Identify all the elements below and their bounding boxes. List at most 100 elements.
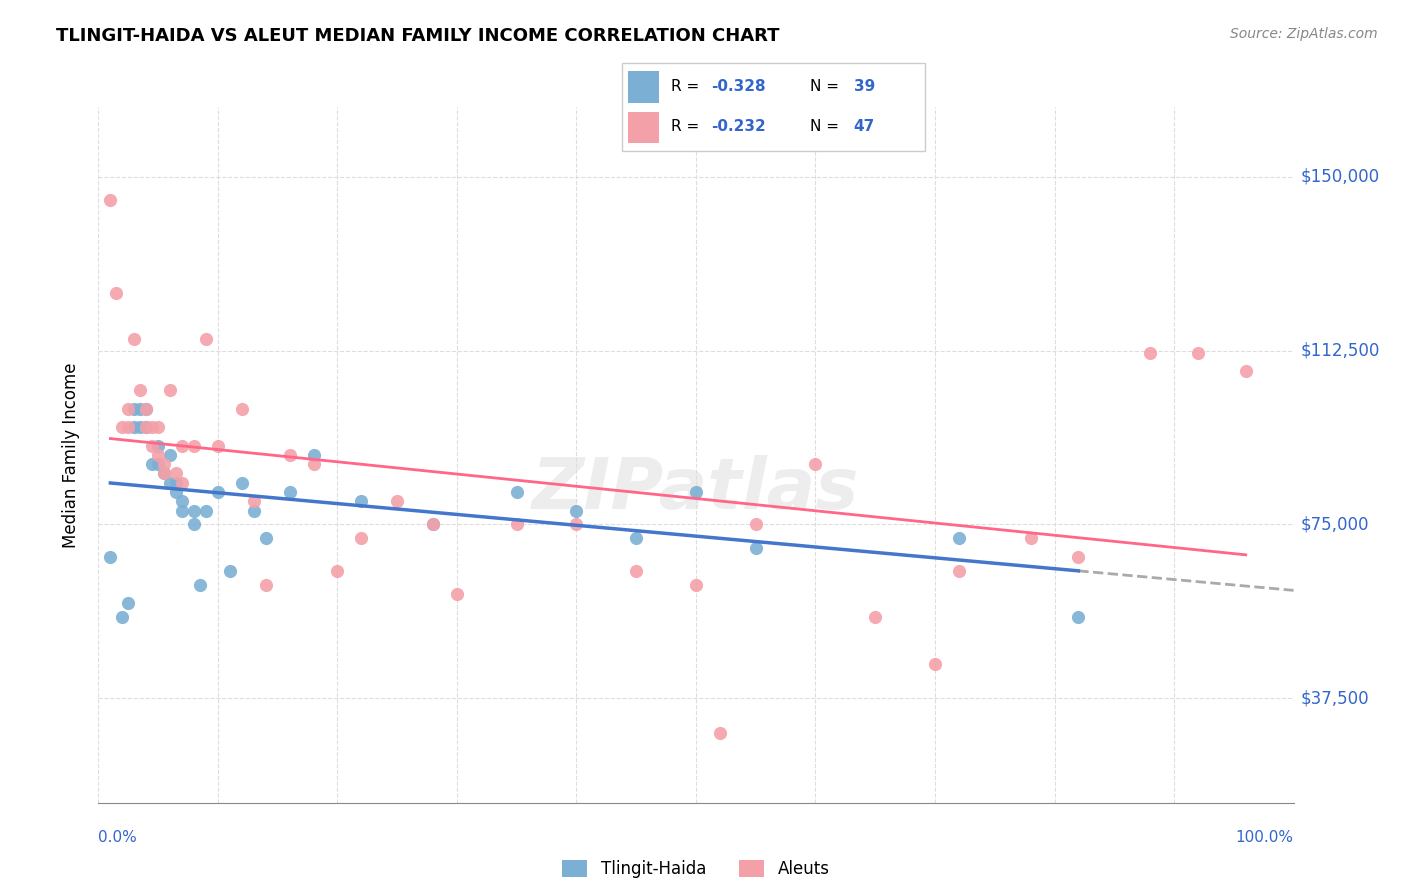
Point [804, 457, 827, 471]
Point [231, 401, 253, 416]
Point [188, 578, 211, 592]
Text: N =: N = [810, 120, 844, 134]
Text: TLINGIT-HAIDA VS ALEUT MEDIAN FAMILY INCOME CORRELATION CHART: TLINGIT-HAIDA VS ALEUT MEDIAN FAMILY INC… [56, 27, 780, 45]
Point [254, 532, 277, 546]
Point [302, 448, 325, 462]
Point [129, 383, 152, 397]
Point [165, 485, 187, 500]
Point [124, 401, 146, 416]
Point [446, 587, 468, 601]
Point [129, 401, 152, 416]
Point [172, 494, 194, 508]
Point [745, 517, 768, 532]
Point [117, 420, 139, 434]
Point [159, 448, 181, 462]
Text: 0.0%: 0.0% [98, 830, 138, 845]
Point [624, 532, 647, 546]
Point [219, 564, 242, 578]
Point [1187, 346, 1209, 360]
Point [709, 726, 731, 740]
Point [194, 503, 217, 517]
Bar [628, 71, 659, 103]
Point [565, 503, 588, 517]
Point [243, 494, 266, 508]
Text: R =: R = [671, 120, 704, 134]
Text: $75,000: $75,000 [1301, 516, 1369, 533]
Point [111, 610, 134, 624]
Text: Source: ZipAtlas.com: Source: ZipAtlas.com [1230, 27, 1378, 41]
Point [1067, 610, 1090, 624]
Point [1139, 346, 1161, 360]
Y-axis label: Median Family Income: Median Family Income [62, 362, 80, 548]
Bar [628, 112, 659, 143]
Point [624, 564, 647, 578]
Point [254, 578, 277, 592]
Point [98, 193, 122, 207]
Point [165, 475, 187, 490]
Point [685, 485, 707, 500]
FancyBboxPatch shape [621, 63, 925, 151]
Text: 100.0%: 100.0% [1236, 830, 1294, 845]
Point [194, 332, 217, 346]
Point [1019, 532, 1042, 546]
Point [117, 596, 139, 610]
Point [124, 420, 146, 434]
Point [924, 657, 946, 671]
Point [745, 541, 768, 555]
Text: $112,500: $112,500 [1301, 342, 1379, 359]
Text: -0.232: -0.232 [711, 120, 766, 134]
Point [148, 448, 170, 462]
Point [207, 485, 229, 500]
Point [159, 475, 181, 490]
Point [172, 503, 194, 517]
Point [207, 439, 229, 453]
Point [172, 475, 194, 490]
Point [948, 532, 970, 546]
Point [135, 401, 157, 416]
Text: -0.328: -0.328 [711, 79, 766, 94]
Text: $37,500: $37,500 [1301, 690, 1369, 707]
Point [153, 467, 176, 481]
Point [117, 401, 139, 416]
Point [385, 494, 409, 508]
Point [153, 467, 176, 481]
Point [111, 420, 134, 434]
Text: 47: 47 [853, 120, 875, 134]
Point [183, 439, 205, 453]
Point [141, 420, 163, 434]
Text: R =: R = [671, 79, 704, 94]
Point [302, 457, 325, 471]
Point [863, 610, 886, 624]
Point [124, 332, 146, 346]
Point [105, 285, 128, 300]
Point [153, 457, 176, 471]
Point [1067, 549, 1090, 564]
Point [172, 439, 194, 453]
Point [350, 532, 373, 546]
Point [141, 439, 163, 453]
Point [148, 457, 170, 471]
Point [165, 467, 187, 481]
Text: ZIPatlas: ZIPatlas [533, 455, 859, 524]
Point [141, 457, 163, 471]
Point [159, 383, 181, 397]
Point [129, 420, 152, 434]
Point [422, 517, 444, 532]
Point [98, 549, 122, 564]
Point [1234, 364, 1257, 378]
Point [350, 494, 373, 508]
Point [326, 564, 349, 578]
Point [135, 420, 157, 434]
Point [135, 401, 157, 416]
Text: $150,000: $150,000 [1301, 168, 1379, 186]
Legend: Tlingit-Haida, Aleuts: Tlingit-Haida, Aleuts [555, 854, 837, 885]
Point [148, 439, 170, 453]
Point [948, 564, 970, 578]
Point [422, 517, 444, 532]
Point [135, 420, 157, 434]
Point [565, 517, 588, 532]
Text: 39: 39 [853, 79, 875, 94]
Text: N =: N = [810, 79, 844, 94]
Point [506, 485, 529, 500]
Point [243, 503, 266, 517]
